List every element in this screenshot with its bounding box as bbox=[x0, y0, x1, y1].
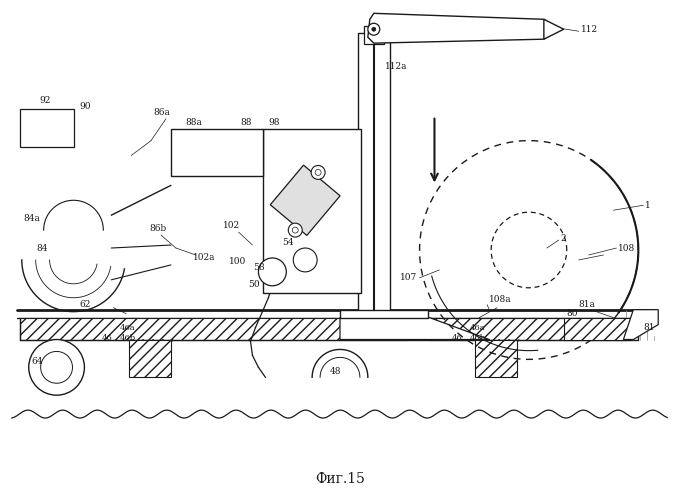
Text: 84: 84 bbox=[37, 244, 48, 252]
Text: 84a: 84a bbox=[24, 214, 41, 222]
Text: 92: 92 bbox=[39, 96, 51, 106]
Circle shape bbox=[289, 223, 302, 237]
Text: 98: 98 bbox=[268, 118, 280, 127]
Bar bbox=[564, 318, 631, 340]
Text: 62: 62 bbox=[79, 300, 91, 309]
Circle shape bbox=[292, 227, 298, 233]
Text: 81a: 81a bbox=[579, 300, 595, 309]
Text: 46a: 46a bbox=[469, 324, 485, 332]
Text: 86b: 86b bbox=[149, 224, 166, 232]
Text: 88: 88 bbox=[240, 118, 252, 127]
Text: 54: 54 bbox=[282, 238, 294, 246]
Polygon shape bbox=[544, 20, 564, 39]
Text: 86a: 86a bbox=[153, 108, 170, 118]
Text: 50: 50 bbox=[249, 280, 260, 289]
Text: 108a: 108a bbox=[489, 295, 512, 304]
Text: 112: 112 bbox=[581, 24, 598, 34]
Text: 102a: 102a bbox=[193, 254, 215, 262]
Text: 80: 80 bbox=[567, 309, 579, 318]
Text: 107: 107 bbox=[400, 274, 417, 282]
Bar bbox=[430, 318, 628, 340]
Circle shape bbox=[315, 170, 321, 175]
Bar bbox=[358, 33, 390, 318]
Circle shape bbox=[372, 27, 375, 31]
Text: 1: 1 bbox=[645, 200, 651, 210]
Text: 2: 2 bbox=[561, 234, 566, 242]
Circle shape bbox=[259, 258, 287, 286]
Text: 88a: 88a bbox=[186, 118, 203, 127]
Circle shape bbox=[29, 340, 84, 395]
Text: 81: 81 bbox=[643, 323, 655, 332]
Text: 102: 102 bbox=[223, 220, 240, 230]
Circle shape bbox=[293, 248, 317, 272]
Bar bbox=[171, 128, 263, 176]
Text: Фиг.15: Фиг.15 bbox=[315, 472, 365, 486]
Polygon shape bbox=[623, 310, 658, 340]
Text: 46a: 46a bbox=[120, 324, 135, 332]
Text: 64: 64 bbox=[32, 357, 43, 366]
Bar bbox=[364, 26, 384, 44]
Circle shape bbox=[41, 352, 73, 384]
Circle shape bbox=[311, 166, 325, 179]
Text: 46b: 46b bbox=[469, 334, 485, 342]
Text: 46: 46 bbox=[452, 334, 462, 342]
Text: 112a: 112a bbox=[385, 62, 407, 70]
Polygon shape bbox=[270, 165, 340, 236]
Polygon shape bbox=[368, 14, 559, 43]
Text: 46b: 46b bbox=[120, 334, 135, 342]
Text: 58: 58 bbox=[253, 264, 265, 272]
Polygon shape bbox=[340, 318, 489, 340]
Bar bbox=[263, 128, 361, 293]
Bar bbox=[20, 109, 75, 146]
Bar bbox=[340, 310, 428, 318]
Text: 100: 100 bbox=[229, 258, 246, 266]
Bar bbox=[475, 340, 517, 378]
Text: 90: 90 bbox=[79, 102, 91, 112]
Text: 108: 108 bbox=[619, 244, 636, 252]
Text: 48: 48 bbox=[330, 367, 342, 376]
Bar bbox=[20, 318, 407, 340]
Text: 46: 46 bbox=[101, 334, 112, 342]
Circle shape bbox=[368, 24, 380, 35]
Bar bbox=[129, 340, 171, 378]
